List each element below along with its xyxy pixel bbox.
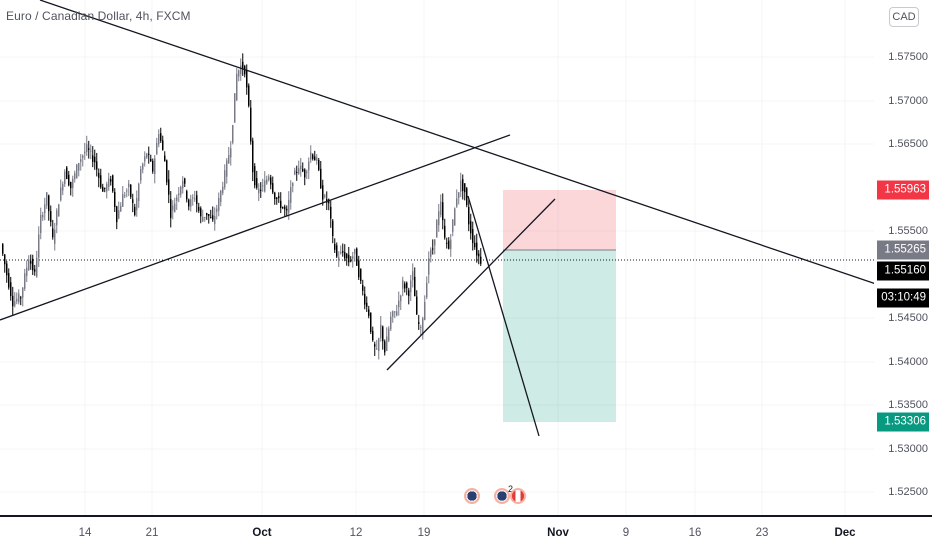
event-count: 2 — [508, 484, 514, 494]
currency-badge[interactable]: CAD — [889, 7, 919, 27]
eu-flag-event-icon[interactable] — [464, 488, 480, 504]
price-tick: 1.54500 — [888, 312, 928, 324]
price-tick: 1.55500 — [888, 225, 928, 237]
price-tick: 1.52500 — [888, 486, 928, 498]
entry-price-label: 1.55265 — [877, 240, 929, 260]
time-tick: 23 — [755, 527, 769, 539]
last-price-label: 1.55160 — [877, 261, 929, 281]
grid-lines — [0, 0, 874, 515]
candlestick-series — [2, 53, 482, 360]
price-tick: 1.57000 — [888, 95, 928, 107]
time-tick: Oct — [252, 527, 272, 539]
time-tick: 16 — [688, 527, 702, 539]
symbol-title[interactable]: Euro / Canadian Dollar, 4h, FXCM — [6, 9, 191, 23]
stop-loss-price-label: 1.55963 — [877, 180, 929, 200]
time-tick: 14 — [78, 527, 92, 539]
price-tick: 1.53500 — [888, 399, 928, 411]
price-tick: 1.53000 — [888, 443, 928, 455]
price-chart-canvas[interactable] — [0, 0, 874, 515]
price-tick: 1.57500 — [888, 51, 928, 63]
time-tick: Dec — [834, 527, 856, 539]
time-tick: 9 — [622, 527, 630, 539]
time-tick: 21 — [145, 527, 159, 539]
time-tick: Nov — [547, 527, 569, 539]
bar-countdown-label: 03:10:49 — [877, 288, 929, 308]
time-tick: 12 — [349, 527, 363, 539]
short-position-tool[interactable] — [503, 190, 616, 422]
time-axis[interactable]: 14 21 Oct 12 19 Nov 9 16 23 Dec — [0, 515, 932, 552]
price-tick: 1.54000 — [888, 356, 928, 368]
trendline-drawings[interactable] — [0, 0, 874, 437]
price-tick: 1.56500 — [888, 138, 928, 150]
price-axis[interactable]: 1.57500 1.57000 1.56500 1.55500 1.54500 1.540… — [874, 0, 932, 515]
take-profit-price-label: 1.53306 — [877, 412, 929, 432]
eu-flag-event-icon[interactable]: 2 — [494, 484, 513, 504]
time-tick: 19 — [417, 527, 431, 539]
canada-flag-event-icon[interactable] — [510, 488, 526, 504]
